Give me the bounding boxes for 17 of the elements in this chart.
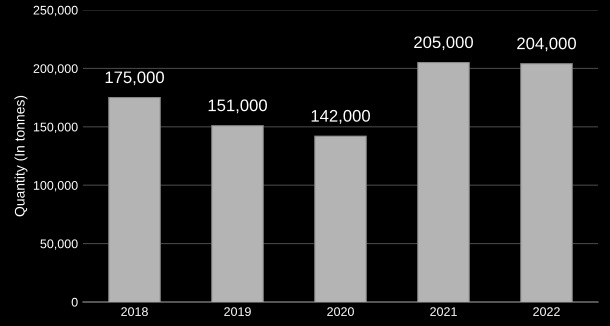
data-label: 142,000	[312, 110, 370, 124]
y-tick-label: 0	[72, 298, 78, 307]
x-tick-label: 2020	[327, 307, 354, 316]
data-label: 205,000	[414, 36, 473, 50]
y-tick-label: 200,000	[34, 64, 78, 75]
y-tick-label: 100,000	[34, 181, 78, 192]
y-tick-label: 50,000	[40, 239, 78, 250]
y-tick-label: 150,000	[34, 122, 78, 133]
x-tick-label: 2022	[533, 307, 560, 316]
data-label: 204,000	[517, 38, 576, 52]
x-tick-label: 2021	[430, 307, 457, 316]
y-tick-label: 250,000	[34, 6, 78, 16]
data-label: 151,000	[208, 99, 267, 114]
data-label: 175,000	[106, 71, 164, 86]
x-tick-label: 2018	[121, 307, 148, 316]
x-tick-label: 2019	[224, 307, 251, 316]
y-axis-title: Quantity (In tonnes)	[14, 96, 28, 216]
